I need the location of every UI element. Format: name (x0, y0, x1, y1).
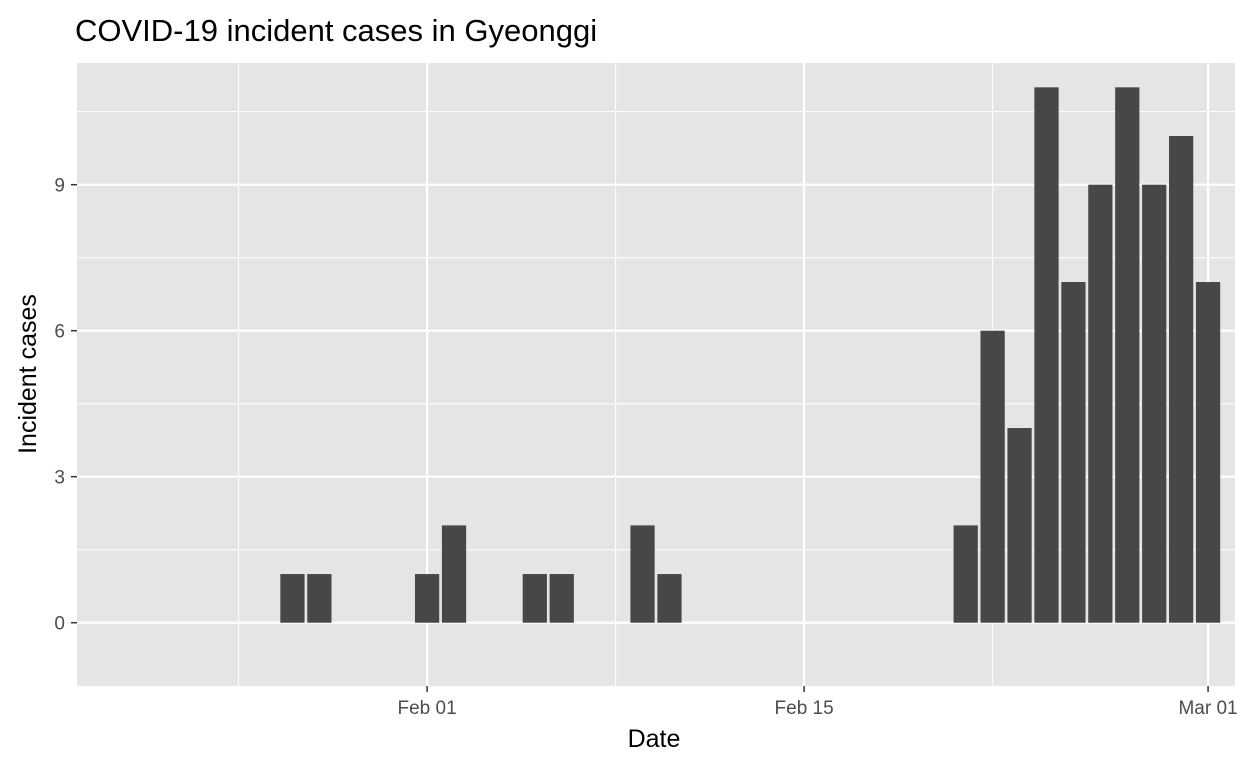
bar (1195, 282, 1221, 623)
x-tick-label: Mar 01 (1178, 698, 1237, 719)
bar (441, 525, 467, 623)
bar (630, 525, 655, 623)
x-axis: Feb 01 Feb 15 Mar 01 (398, 686, 1238, 719)
bar (1088, 184, 1113, 623)
y-axis: 0 3 6 9 (54, 176, 77, 635)
y-tick-label: 0 (54, 614, 65, 635)
x-axis-title: Date (628, 725, 681, 753)
bar (1007, 428, 1032, 623)
bar (1169, 136, 1194, 623)
bar (307, 574, 332, 623)
bar (549, 574, 574, 623)
bar (1061, 282, 1086, 623)
bar (657, 574, 682, 623)
bar (1034, 87, 1059, 623)
x-tick-label: Feb 01 (398, 698, 457, 719)
bar (522, 574, 547, 623)
y-axis-title: Incident cases (14, 294, 42, 454)
bar (953, 525, 978, 623)
chart-title: COVID-19 incident cases in Gyeonggi (75, 13, 597, 48)
x-tick-label: Feb 15 (775, 698, 834, 719)
bar (414, 574, 440, 623)
bar (280, 574, 305, 623)
y-tick-label: 6 (54, 322, 65, 343)
y-tick-label: 3 (54, 468, 65, 489)
bar (1115, 87, 1140, 623)
bar (1142, 184, 1167, 623)
y-tick-label: 9 (54, 176, 65, 197)
bar (980, 330, 1005, 623)
bars (280, 87, 1221, 623)
